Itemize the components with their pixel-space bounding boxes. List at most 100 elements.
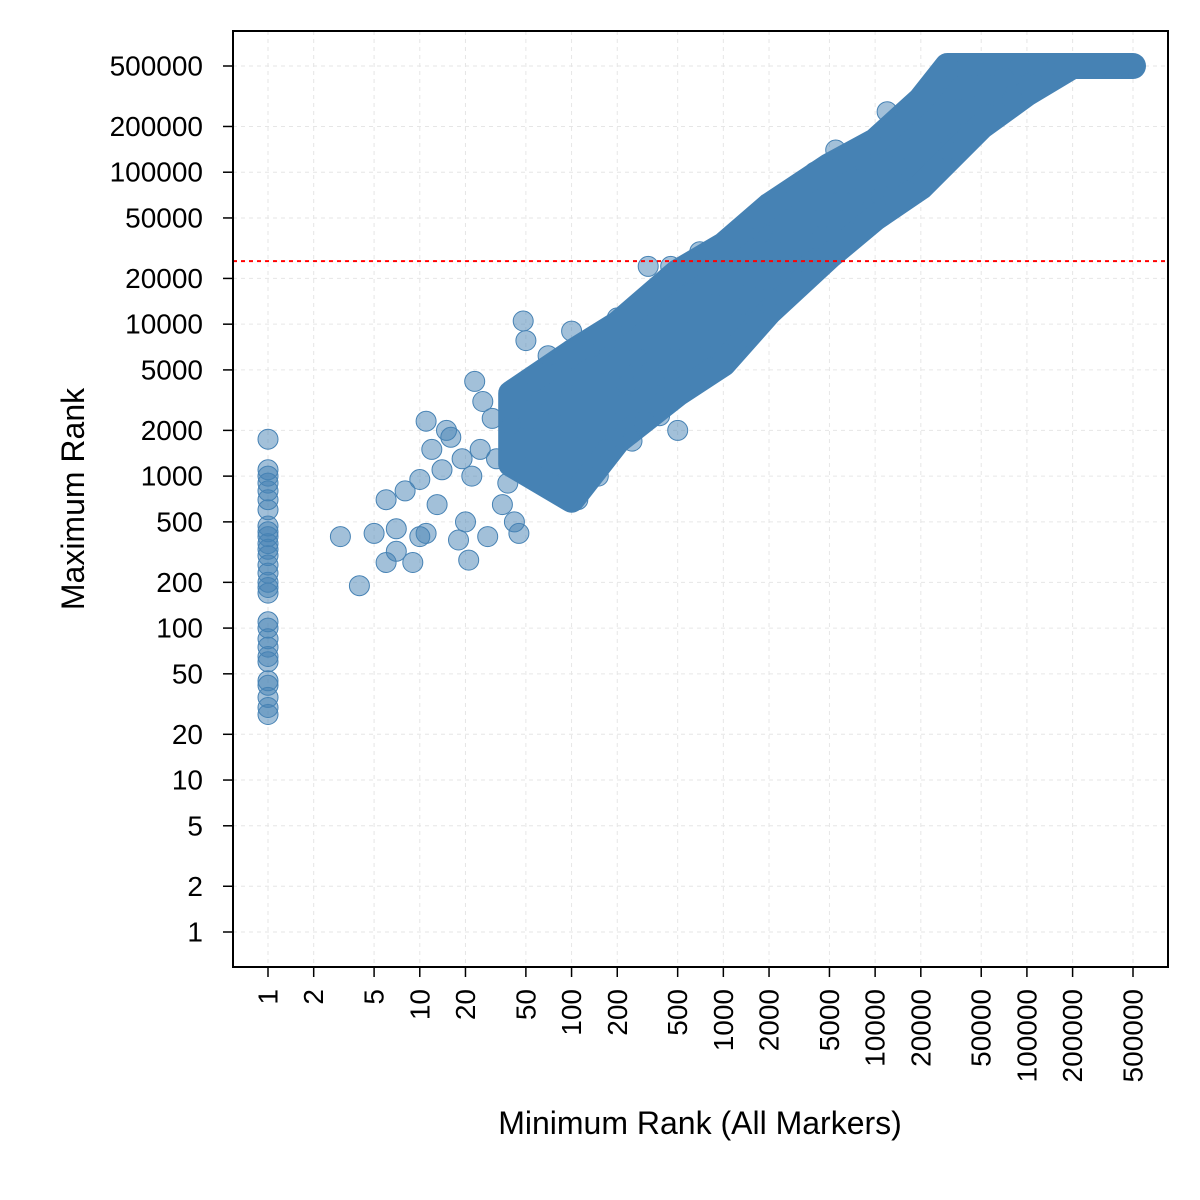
scatter-point <box>780 190 802 212</box>
scatter-point <box>415 522 437 544</box>
x-tick-label: 1 <box>253 989 284 1005</box>
y-axis-title: Maximum Rank <box>55 387 91 610</box>
scatter-point <box>743 307 765 329</box>
scatter-point <box>257 459 279 481</box>
scatter-point <box>421 438 443 460</box>
y-tick-label: 2 <box>187 871 203 902</box>
scatter-point <box>705 274 727 296</box>
scatter-point <box>626 347 648 369</box>
scatter-point <box>402 552 424 573</box>
scatter-point <box>546 413 568 435</box>
scatter-point <box>567 489 589 511</box>
scatter-point <box>440 426 462 448</box>
scatter-point <box>527 402 549 424</box>
y-tick-label: 5 <box>187 810 203 841</box>
scatter-point <box>257 428 279 450</box>
scatter-point <box>977 103 998 125</box>
scatter-point <box>515 330 537 352</box>
y-tick-label: 1 <box>187 917 203 948</box>
scatter-point <box>431 459 453 481</box>
scatter-point <box>764 241 786 263</box>
scatter-point <box>963 55 985 77</box>
scatter-point <box>464 370 486 392</box>
y-tick-label: 50000 <box>125 202 203 233</box>
scatter-point <box>785 253 807 275</box>
scatter-point <box>956 122 977 144</box>
x-tick-label: 500 <box>662 989 693 1036</box>
scatter-point <box>693 328 715 350</box>
scatter-point <box>561 320 583 342</box>
x-tick-label: 1000 <box>708 989 739 1051</box>
dense-point-band-area <box>498 53 1146 513</box>
y-tick-label: 500 <box>156 506 203 537</box>
scatter-point <box>916 168 938 190</box>
scatter-point <box>655 377 677 399</box>
scatter-point <box>375 489 397 511</box>
scatter-point <box>849 168 871 190</box>
scatter-point <box>730 328 752 350</box>
x-tick-label: 2000 <box>754 989 785 1051</box>
scatter-point <box>537 345 559 367</box>
scatter-point <box>532 443 554 465</box>
scatter-point <box>751 222 773 244</box>
scatter-point <box>592 353 613 375</box>
scatter-point <box>472 391 494 412</box>
scatter-point <box>1009 55 1031 77</box>
x-tick-label: 100000 <box>1011 989 1042 1082</box>
scatter-point <box>451 448 473 470</box>
scatter-point <box>773 274 795 296</box>
scatter-point <box>739 267 761 289</box>
scatter-point <box>831 190 852 212</box>
scatter-point <box>348 575 370 597</box>
grid-layer <box>233 31 1168 967</box>
scatter-point <box>795 231 817 252</box>
scatter-point <box>455 511 476 533</box>
scatter-point <box>458 549 480 571</box>
scatter-point <box>616 374 637 396</box>
y-tick-label: 20 <box>172 719 203 750</box>
scatter-point <box>937 139 958 161</box>
x-tick-label: 2 <box>298 989 329 1005</box>
scatter-point <box>903 119 925 141</box>
scatter-point <box>660 255 682 277</box>
scatter-point <box>603 393 625 415</box>
y-tick-label: 200 <box>156 567 203 598</box>
scatter-point <box>497 472 519 494</box>
scatter-point <box>596 438 617 460</box>
y-tick-label: 2000 <box>141 415 203 446</box>
scatter-point <box>818 241 840 263</box>
scatter-point <box>1001 89 1023 111</box>
x-tick-label: 100 <box>556 989 587 1036</box>
scatter-point <box>719 236 741 258</box>
scatter-point <box>461 465 483 487</box>
x-tick-label: 50000 <box>966 989 997 1067</box>
y-tick-label: 100 <box>156 613 203 644</box>
x-tick-label: 20 <box>450 989 481 1020</box>
plot-frame <box>232 30 1169 968</box>
scatter-point <box>947 98 969 120</box>
scatter-point <box>941 58 963 80</box>
x-tick-label: 20000 <box>905 989 936 1067</box>
scatter-point <box>825 139 847 161</box>
scatter-point <box>621 430 643 452</box>
scatter-point <box>870 185 892 207</box>
scatter-point <box>554 472 576 494</box>
x-tick-label: 50 <box>510 989 541 1020</box>
scatter-point <box>804 161 826 183</box>
scatter-point <box>992 67 1014 88</box>
scatter-point <box>910 144 932 166</box>
scatter-point <box>649 405 671 427</box>
y-tick-label: 5000 <box>141 354 203 385</box>
scatter-point <box>606 307 628 329</box>
scatter-point <box>664 347 686 369</box>
scatter-point <box>363 522 385 544</box>
scatter-point <box>521 381 543 403</box>
scatter-point <box>257 670 279 692</box>
scatter-point <box>491 494 513 516</box>
scatter-point <box>587 465 609 487</box>
scatter-point <box>637 255 659 277</box>
scatter-point <box>573 419 595 441</box>
points-layer <box>257 55 1144 725</box>
